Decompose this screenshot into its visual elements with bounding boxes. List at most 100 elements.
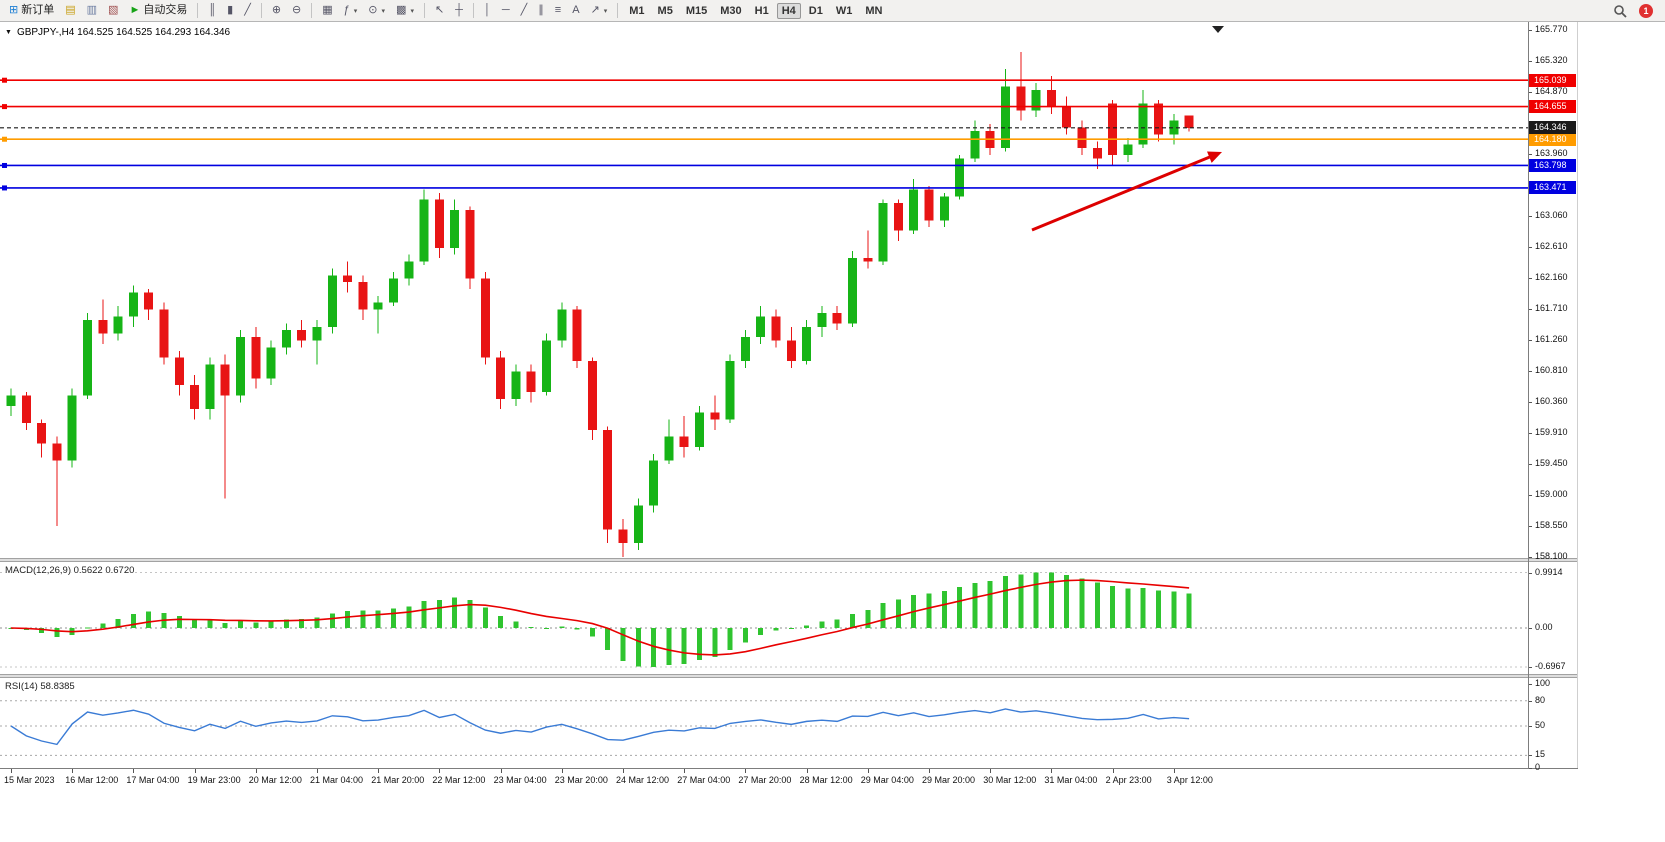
trendline-button[interactable]: ╱ — [516, 2, 533, 20]
bar-chart-button[interactable]: ║ — [203, 2, 221, 20]
time-axis-label: 23 Mar 20:00 — [554, 775, 608, 785]
time-axis-label: 23 Mar 04:00 — [493, 775, 547, 785]
timeframe-mn-label: MN — [865, 4, 883, 17]
trend-arrow[interactable] — [1031, 153, 1217, 232]
main-chart-pane[interactable]: ▼ GBPJPY-,H4 164.525 164.525 164.293 164… — [0, 22, 1528, 558]
pane-splitter[interactable] — [0, 674, 1578, 678]
candle — [802, 326, 812, 362]
arrows-button[interactable]: ↗ ▾ — [586, 2, 613, 20]
time-axis-label: 27 Mar 04:00 — [677, 775, 731, 785]
timeframe-w1[interactable]: W1 — [831, 3, 858, 19]
rsi-chart — [0, 700, 1528, 756]
line-anchor[interactable] — [2, 162, 7, 168]
candle — [419, 199, 429, 262]
timeframe-m5[interactable]: M5 — [653, 3, 678, 19]
notification-badge[interactable]: 1 — [1639, 3, 1653, 18]
market-watch-button[interactable]: ▤ — [60, 2, 80, 20]
timeframe-mn[interactable]: MN — [860, 3, 887, 19]
text-icon: A — [572, 4, 580, 16]
bar-chart-icon: ║ — [208, 4, 217, 16]
search-button[interactable] — [1608, 2, 1632, 20]
candle — [144, 292, 154, 310]
macd-pane[interactable]: MACD(12,26,9) 0.5622 0.6720 — [0, 562, 1528, 674]
dropdown-caret-icon: ▾ — [381, 7, 386, 15]
line-anchor[interactable] — [2, 104, 7, 110]
new-order-button[interactable]: ⊞ 新订单 — [4, 2, 59, 20]
price-tag: 165.039 — [1529, 73, 1576, 87]
candle — [190, 385, 200, 410]
line-anchor[interactable] — [2, 136, 7, 142]
zoom-out-icon: ⊖ — [292, 4, 302, 16]
periods-button[interactable]: ⊙ ▾ — [363, 2, 390, 20]
line-chart-button[interactable]: ╱ — [239, 2, 256, 20]
time-axis-label: 21 Mar 04:00 — [310, 775, 364, 785]
candle — [1001, 86, 1010, 149]
rsi-axis-label: 100 — [1535, 678, 1551, 688]
price-axis-label: 161.260 — [1535, 333, 1568, 344]
candle — [373, 302, 383, 310]
axis-tick — [1529, 768, 1532, 769]
candle — [312, 326, 322, 341]
time-axis[interactable]: 15 Mar 2023 16 Mar 12:00 17 Mar 04:00 19 Ma… — [0, 768, 1578, 792]
timeframe-h1[interactable]: H1 — [750, 3, 774, 19]
line-anchor[interactable] — [2, 77, 7, 83]
candle — [83, 319, 92, 396]
price-axis-label: 159.000 — [1535, 489, 1568, 500]
candle — [358, 282, 368, 310]
candle — [327, 275, 337, 327]
chart-shift-marker[interactable] — [1212, 26, 1224, 33]
channel-button[interactable]: ∥ — [533, 2, 549, 20]
price-axis[interactable]: 165.770 165.320 164.870 163.960 163.060 162.6… — [1528, 22, 1578, 772]
text-button[interactable]: A — [567, 2, 584, 20]
vertical-line-button[interactable]: │ — [479, 2, 496, 20]
crosshair-button[interactable]: ┼ — [450, 2, 468, 20]
dropdown-caret-icon: ▾ — [353, 7, 358, 15]
timeframe-m15[interactable]: M15 — [681, 3, 712, 19]
price-axis-label: 164.870 — [1535, 85, 1568, 96]
candle — [832, 313, 842, 324]
timeframe-m30[interactable]: M30 — [715, 3, 746, 19]
axis-tick — [1529, 755, 1532, 757]
pane-splitter[interactable] — [0, 558, 1578, 562]
fibonacci-button[interactable]: ≡ — [550, 2, 566, 20]
candle — [572, 309, 582, 362]
clock-icon: ⊙ — [368, 4, 378, 16]
rsi-axis-label: 0 — [1535, 762, 1541, 772]
time-tick — [806, 769, 808, 773]
horizontal-line-button[interactable]: ─ — [497, 2, 515, 20]
candle — [1184, 115, 1194, 128]
time-tick — [317, 769, 318, 773]
timeframe-h4[interactable]: H4 — [776, 2, 801, 19]
timeframe-m1[interactable]: M1 — [624, 3, 649, 19]
candlestick-chart-button[interactable]: ▮ — [222, 2, 238, 20]
toolbar-items: ⊞ 新订单 ▤ ▥ ▧ ► 自动交易 ║ ▮ ╱ ⊕ ⊖ ▦ ƒ ▾ ⊙ ▾ ▩ ▾ ↖ ┼ │ ─ ╱ ∥ ≡ A ↗ ▾ M1 M5 M1… — [4, 2, 1608, 20]
line-anchor[interactable] — [2, 185, 7, 191]
candle — [955, 158, 965, 197]
zoom-in-button[interactable]: ⊕ — [267, 2, 286, 20]
navigator-button[interactable]: ▧ — [103, 2, 123, 20]
candles-group[interactable] — [6, 51, 1194, 557]
candlestick-chart[interactable] — [0, 22, 1528, 558]
candle — [664, 436, 674, 461]
cursor-button[interactable]: ↖ — [430, 2, 449, 20]
templates-button[interactable]: ▩ ▾ — [391, 2, 419, 20]
rsi-pane[interactable]: RSI(14) 58.8385 — [0, 678, 1528, 768]
candle — [52, 443, 62, 461]
timeframe-d1[interactable]: D1 — [804, 3, 828, 19]
data-window-button[interactable]: ▥ — [82, 2, 102, 20]
tile-windows-icon: ▦ — [322, 4, 333, 16]
navigator-icon: ▧ — [108, 4, 119, 16]
time-tick — [378, 769, 380, 773]
indicators-button[interactable]: ƒ ▾ — [339, 2, 363, 20]
time-axis-label: 24 Mar 12:00 — [616, 775, 670, 785]
zoom-out-button[interactable]: ⊖ — [287, 2, 306, 20]
timeframe-m30-label: M30 — [720, 4, 742, 17]
one-click-panel-toggle-icon[interactable]: ▼ — [5, 29, 12, 36]
time-axis-label: 22 Mar 12:00 — [432, 775, 486, 785]
autotrading-button[interactable]: ► 自动交易 — [124, 2, 192, 20]
candle — [970, 130, 980, 159]
tile-windows-button[interactable]: ▦ — [317, 2, 337, 20]
toolbar-right-items: 1 — [1608, 2, 1661, 20]
trend-arrow-head[interactable] — [1207, 151, 1222, 163]
time-tick — [194, 769, 196, 773]
